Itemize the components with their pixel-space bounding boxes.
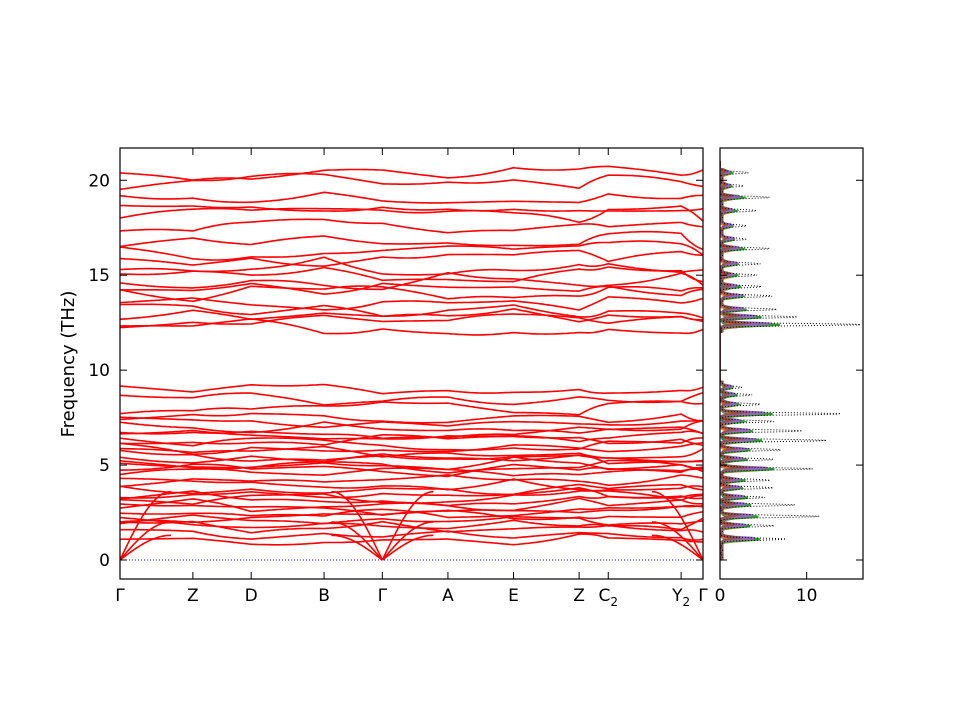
phonon-band-4: [120, 514, 703, 526]
acoustic-branch-1-0-r: [381, 534, 434, 561]
path-label-8: C2: [599, 586, 619, 609]
acoustic-branch-0-1-r: [120, 521, 172, 561]
phonon-band-45: [120, 230, 703, 251]
phonon-band-50: [120, 172, 703, 191]
path-label-0: Γ: [115, 586, 125, 606]
phonon-band-48: [120, 204, 703, 212]
acoustic-branch-1-0-l: [331, 534, 383, 561]
path-label-4: Γ: [378, 586, 388, 606]
phonon-band-18: [120, 456, 703, 471]
phonon-band-32: [120, 383, 703, 395]
phonon-band-21: [120, 445, 703, 459]
path-label-1: Z: [187, 586, 199, 606]
phonon-band-37: [120, 296, 703, 311]
dos-plot-frame: [719, 147, 864, 580]
y-tick-label: 10: [88, 361, 110, 381]
acoustic-branch-2-1-l: [651, 521, 703, 561]
dos-x-tick-label: 10: [796, 586, 818, 606]
path-label-9: Y2: [671, 586, 690, 609]
phonon-band-7: [120, 503, 703, 516]
phonon-band-22: [120, 442, 703, 456]
acoustic-branch-2-2-l: [651, 490, 703, 561]
phonon-band-24: [120, 434, 703, 447]
acoustic-branch-1-2-r: [381, 490, 434, 561]
phonon-band-1: [120, 528, 703, 541]
acoustic-branch-0-2-r: [120, 490, 172, 561]
y-tick-label: 15: [88, 266, 110, 286]
high-symmetry-path-ticks: Γ Z D B Γ A E Z C2 Y2 Γ: [115, 148, 708, 609]
y-tick-label: 20: [88, 171, 110, 191]
band-lines: [120, 165, 703, 561]
phonon-band-29: [120, 412, 703, 424]
phonon-band-17: [120, 459, 703, 474]
dos-x-tick-label: 0: [715, 586, 726, 606]
phonon-band-14: [120, 474, 703, 488]
acoustic-branch-0-0-r: [120, 534, 172, 561]
phonon-band-36: [120, 303, 703, 319]
acoustic-branch-1-2-l: [331, 490, 384, 561]
phonon-band-51: [120, 165, 703, 181]
phonon-band-23: [120, 437, 703, 451]
phonon-band-30: [120, 400, 703, 416]
acoustic-branch-2-0-l: [651, 534, 703, 561]
phonon-band-42: [120, 256, 703, 276]
y-axis-label: Frequency (THz): [58, 291, 79, 438]
total-dos: [720, 161, 861, 561]
phonon-band-47: [120, 205, 703, 224]
path-label-3: B: [318, 586, 330, 606]
path-label-6: E: [508, 586, 519, 606]
acoustic-branch-1-1-r: [381, 521, 434, 561]
phonon-band-28: [120, 416, 703, 429]
phonon-band-38: [120, 285, 703, 303]
phonon-band-13: [120, 477, 703, 492]
phonon-band-12: [120, 483, 703, 496]
dos-panel: 0 10: [715, 147, 864, 606]
band-plot-frame: [119, 147, 704, 580]
phonon-band-11: [120, 486, 703, 500]
phonon-band-31: [120, 391, 703, 406]
phonon-band-34: [120, 313, 703, 329]
path-label-2: D: [245, 586, 258, 606]
phonon-band-44: [120, 240, 703, 261]
frequency-axis-ticks: 0 5 10 15 20: [88, 171, 703, 571]
phonon-band-27: [120, 420, 703, 434]
band-structure-panel: 0 5 10 15 20 Γ Z D B Γ A E Z C2 Y2 Γ Frequency (THz): [58, 147, 708, 609]
path-label-7: Z: [573, 586, 585, 606]
y-tick-label: 5: [99, 456, 110, 476]
phonon-band-33: [120, 318, 703, 336]
dos-axis-ticks: 0 10: [715, 179, 863, 606]
phonon-band-19: [120, 453, 703, 465]
phonon-band-49: [120, 191, 703, 204]
partial-dos-2: [720, 161, 781, 561]
phonon-band-3: [120, 516, 703, 531]
phonon-band-0: [120, 533, 703, 546]
acoustic-branch-1-1-l: [331, 521, 383, 561]
y-tick-label: 0: [99, 551, 110, 571]
phonon-band-46: [120, 218, 703, 234]
path-label-10: Γ: [698, 586, 708, 606]
path-label-5: A: [442, 586, 454, 606]
partial-dos-5: [720, 161, 747, 561]
phonon-band-43: [120, 249, 703, 268]
dos-curves: [720, 161, 861, 561]
partial-dos-3: [720, 161, 754, 561]
phonon-band-40: [120, 271, 703, 291]
